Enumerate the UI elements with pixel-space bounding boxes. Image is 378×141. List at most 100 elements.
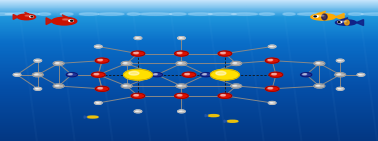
- Circle shape: [359, 74, 361, 75]
- Bar: [0, 119, 378, 120]
- Bar: [0, 30, 378, 31]
- Circle shape: [218, 51, 232, 56]
- Bar: [0, 37, 378, 38]
- Circle shape: [96, 102, 99, 103]
- Bar: [0, 12, 378, 13]
- Ellipse shape: [322, 14, 327, 20]
- Circle shape: [15, 74, 17, 75]
- Circle shape: [134, 110, 142, 113]
- Circle shape: [221, 52, 225, 54]
- Circle shape: [303, 73, 307, 75]
- Bar: [0, 109, 378, 110]
- Bar: [0, 51, 378, 52]
- Circle shape: [314, 61, 325, 65]
- Ellipse shape: [345, 20, 349, 25]
- Bar: [0, 75, 378, 76]
- Bar: [0, 101, 378, 102]
- Bar: [0, 124, 378, 125]
- Bar: [0, 108, 378, 109]
- Bar: [0, 9, 378, 10]
- Circle shape: [121, 84, 132, 88]
- Bar: [0, 128, 378, 129]
- Bar: [0, 114, 378, 115]
- Bar: [0, 74, 378, 75]
- Circle shape: [185, 73, 189, 75]
- Circle shape: [36, 88, 38, 89]
- Circle shape: [316, 85, 320, 86]
- Bar: [0, 52, 378, 53]
- Bar: [0, 49, 378, 50]
- Bar: [0, 23, 378, 24]
- Bar: [0, 77, 378, 78]
- Bar: [0, 105, 378, 106]
- Bar: [0, 136, 378, 137]
- Circle shape: [177, 52, 182, 54]
- Circle shape: [182, 72, 196, 77]
- Bar: [0, 66, 378, 67]
- Bar: [0, 129, 378, 130]
- Ellipse shape: [143, 13, 169, 15]
- Bar: [0, 38, 378, 39]
- Bar: [0, 127, 378, 128]
- Bar: [0, 90, 378, 91]
- Circle shape: [131, 93, 145, 98]
- Ellipse shape: [17, 14, 36, 20]
- Circle shape: [233, 85, 237, 86]
- Bar: [0, 28, 378, 29]
- Bar: [0, 55, 378, 56]
- Circle shape: [53, 84, 64, 88]
- Bar: [0, 48, 378, 49]
- Circle shape: [34, 59, 42, 62]
- Circle shape: [151, 73, 163, 77]
- Ellipse shape: [208, 115, 219, 117]
- Ellipse shape: [52, 17, 77, 25]
- Polygon shape: [62, 15, 68, 17]
- Circle shape: [95, 86, 109, 91]
- Circle shape: [301, 73, 312, 77]
- Bar: [0, 64, 378, 65]
- Bar: [0, 71, 378, 72]
- Polygon shape: [205, 114, 208, 117]
- Circle shape: [335, 73, 345, 77]
- Circle shape: [69, 20, 73, 22]
- Circle shape: [175, 51, 188, 56]
- Bar: [0, 118, 378, 119]
- Circle shape: [338, 21, 342, 23]
- Bar: [0, 36, 378, 37]
- Circle shape: [98, 87, 102, 89]
- Ellipse shape: [209, 13, 235, 15]
- Circle shape: [91, 72, 105, 77]
- Bar: [0, 56, 378, 57]
- Circle shape: [177, 94, 182, 96]
- Ellipse shape: [327, 13, 339, 15]
- Bar: [0, 3, 378, 4]
- Circle shape: [129, 71, 139, 75]
- Circle shape: [13, 73, 21, 76]
- Circle shape: [338, 60, 341, 61]
- Polygon shape: [341, 18, 348, 20]
- Circle shape: [179, 111, 182, 112]
- Circle shape: [265, 86, 279, 91]
- Bar: [0, 112, 378, 113]
- Circle shape: [338, 22, 340, 23]
- Bar: [0, 46, 378, 47]
- Bar: [0, 34, 378, 35]
- Bar: [0, 94, 378, 95]
- Bar: [0, 120, 378, 121]
- Circle shape: [200, 73, 212, 77]
- Circle shape: [316, 62, 320, 64]
- Polygon shape: [224, 120, 227, 122]
- Circle shape: [95, 58, 109, 63]
- Bar: [0, 32, 378, 33]
- Bar: [0, 14, 378, 15]
- Circle shape: [221, 94, 225, 96]
- Ellipse shape: [227, 120, 238, 122]
- Ellipse shape: [127, 13, 140, 15]
- Bar: [0, 8, 378, 9]
- Ellipse shape: [101, 13, 121, 15]
- Polygon shape: [25, 12, 29, 14]
- Bar: [0, 73, 378, 74]
- Circle shape: [231, 61, 242, 65]
- Polygon shape: [356, 20, 364, 26]
- Circle shape: [179, 37, 182, 38]
